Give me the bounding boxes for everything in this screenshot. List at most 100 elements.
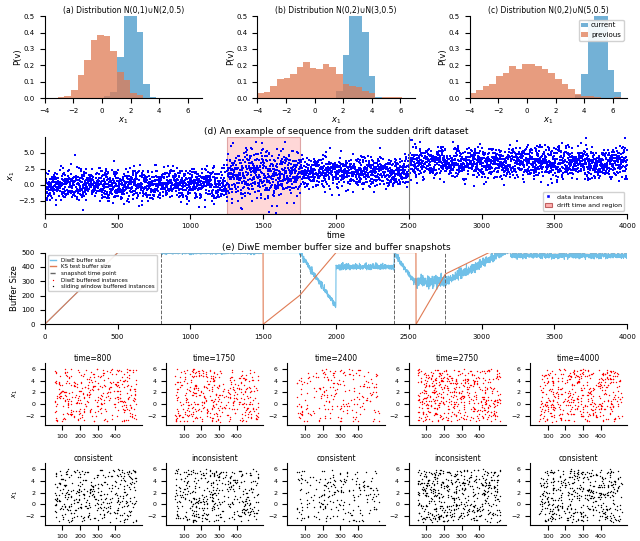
Point [420, 491, 431, 499]
Point [83, 380, 93, 389]
Point [425, 407, 435, 416]
Point [296, 376, 306, 385]
Point [340, 157, 351, 166]
Point [348, 371, 358, 380]
Point [306, 169, 316, 177]
Point [588, 410, 598, 418]
Point [315, 171, 325, 180]
Point [203, 189, 213, 198]
Point [578, 365, 588, 374]
Point [588, 164, 598, 173]
Point [313, 507, 323, 516]
Point [605, 511, 616, 520]
Point [109, 176, 119, 185]
Point [124, 176, 134, 184]
Point [341, 159, 351, 167]
Point [227, 185, 237, 194]
Point [204, 472, 214, 480]
Point [537, 393, 547, 401]
Point [250, 384, 260, 393]
Point [618, 148, 628, 157]
Point [61, 190, 71, 199]
Point [422, 156, 433, 164]
Point [116, 188, 127, 196]
Point [490, 492, 500, 501]
Point [200, 182, 211, 190]
Point [609, 513, 619, 522]
Point [88, 382, 98, 391]
Point [567, 385, 577, 393]
Point [42, 192, 52, 200]
Point [421, 152, 431, 161]
Point [361, 491, 371, 500]
Point [568, 390, 578, 398]
Point [480, 397, 490, 406]
Point [231, 394, 241, 403]
Point [587, 398, 597, 406]
Point [54, 480, 65, 489]
Point [476, 157, 486, 166]
Bar [336, 91, 342, 98]
Point [324, 491, 334, 500]
Point [311, 162, 321, 170]
Point [456, 167, 467, 175]
Point [444, 398, 454, 406]
Point [540, 516, 550, 525]
Point [104, 396, 115, 405]
Point [331, 174, 341, 182]
Point [510, 174, 520, 182]
Point [426, 374, 436, 382]
Point [465, 157, 475, 166]
Point [456, 489, 467, 498]
Point [536, 505, 547, 513]
Point [332, 388, 342, 397]
Point [611, 159, 621, 167]
Point [291, 183, 301, 192]
Point [189, 384, 199, 392]
Point [298, 168, 308, 176]
Point [430, 384, 440, 393]
Point [459, 175, 469, 184]
Point [548, 154, 558, 163]
Point [499, 181, 509, 189]
Point [536, 502, 547, 511]
Point [205, 168, 215, 177]
Point [244, 162, 254, 170]
Point [113, 395, 123, 404]
Point [513, 173, 523, 181]
Point [63, 400, 73, 408]
Point [93, 480, 103, 489]
Point [218, 178, 228, 187]
Point [328, 174, 338, 182]
Point [586, 394, 596, 403]
Point [106, 190, 116, 199]
Point [253, 470, 263, 478]
Point [297, 163, 307, 172]
Point [107, 480, 117, 489]
Point [354, 366, 364, 374]
Point [267, 202, 277, 210]
Point [63, 171, 74, 180]
Point [489, 160, 499, 168]
Point [110, 187, 120, 195]
Point [371, 168, 381, 176]
Point [415, 470, 426, 479]
Point [463, 155, 474, 164]
Point [305, 175, 315, 184]
Point [545, 408, 555, 417]
Point [414, 159, 424, 167]
Point [122, 373, 132, 381]
Point [494, 369, 504, 378]
Point [365, 397, 375, 405]
Point [298, 168, 308, 177]
Point [422, 392, 432, 401]
Point [580, 510, 590, 519]
Point [414, 169, 424, 178]
Point [309, 503, 319, 511]
Point [179, 177, 189, 186]
Point [207, 469, 217, 477]
Point [162, 175, 172, 184]
Point [126, 173, 136, 181]
Point [235, 416, 245, 425]
Bar [356, 0, 362, 98]
